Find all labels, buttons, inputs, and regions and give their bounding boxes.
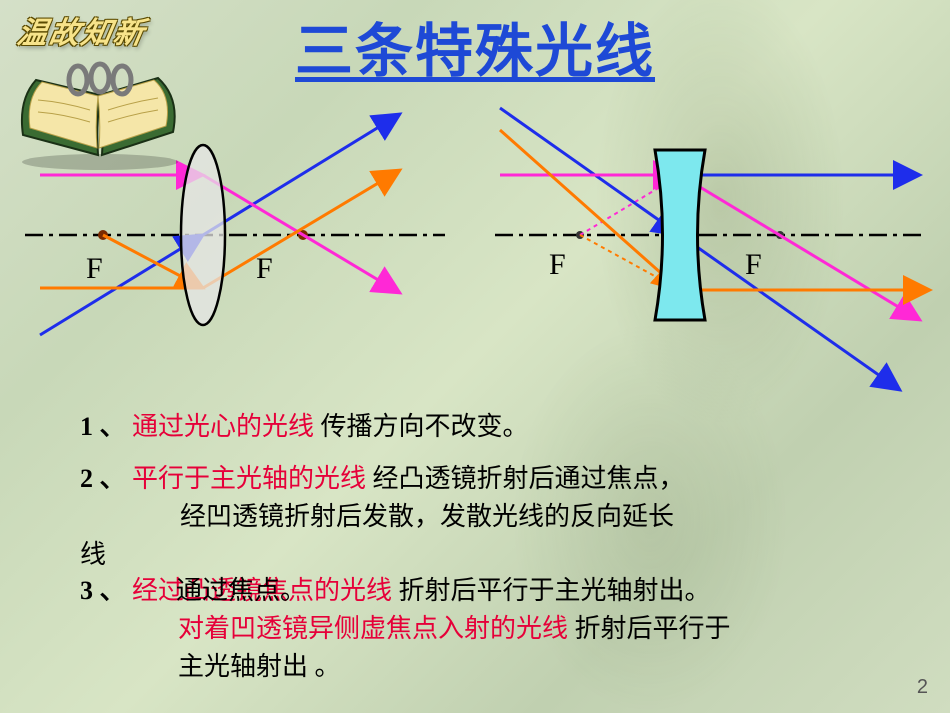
focal-label-left-2: F — [256, 252, 273, 286]
rule-3b-line2: 主光轴射出 。 — [178, 648, 918, 686]
rule-2-line1: 2 、 平行于主光轴的光线 经凸透镜折射后通过焦点， — [80, 460, 900, 498]
rule-1: 1 、 通过光心的光线 传播方向不改变。 — [80, 408, 900, 446]
rule-1-num: 1 、 — [80, 412, 126, 441]
rule-2-line3: 线 — [80, 536, 900, 574]
slogan-text: 温故知新 — [14, 8, 150, 52]
rule-3b-red: 对着凹透镜异侧虚焦点入射的光线 — [178, 614, 568, 643]
rule-2-black1: 经凸透镜折射后通过焦点， — [373, 464, 685, 493]
rule-2-red: 平行于主光轴的光线 — [132, 464, 366, 493]
rule-1-black: 传播方向不改变。 — [321, 412, 529, 441]
rule-2-num: 2 、 — [80, 464, 126, 493]
focal-label-right-1: F — [549, 248, 566, 282]
page-number: 2 — [917, 676, 928, 699]
rule-2-black3: 线 — [80, 540, 106, 569]
book-icon — [8, 40, 188, 170]
rule-3b-black2: 主光轴射出 。 — [178, 652, 341, 681]
rule-3a-overlap: 通过焦点。 — [176, 572, 376, 610]
rule-3b-line1: 对着凹透镜异侧虚焦点入射的光线 折射后平行于 — [178, 610, 918, 648]
rule-3a-mid: 通过焦点。 — [176, 576, 306, 605]
rule-3b-black1: 折射后平行于 — [575, 614, 731, 643]
rule-2-black2: 经凹透镜折射后发散，发散光线的反向延长 — [180, 502, 674, 531]
rule-1-red: 通过光心的光线 — [132, 412, 314, 441]
rule-2-line2: 经凹透镜折射后发散，发散光线的反向延长 — [180, 498, 920, 536]
rule-3a-num: 3 、 — [80, 576, 126, 605]
rule-3a-black: 折射后平行于主光轴射出。 — [399, 576, 711, 605]
focal-label-right-2: F — [745, 248, 762, 282]
focal-label-left-1: F — [86, 252, 103, 286]
